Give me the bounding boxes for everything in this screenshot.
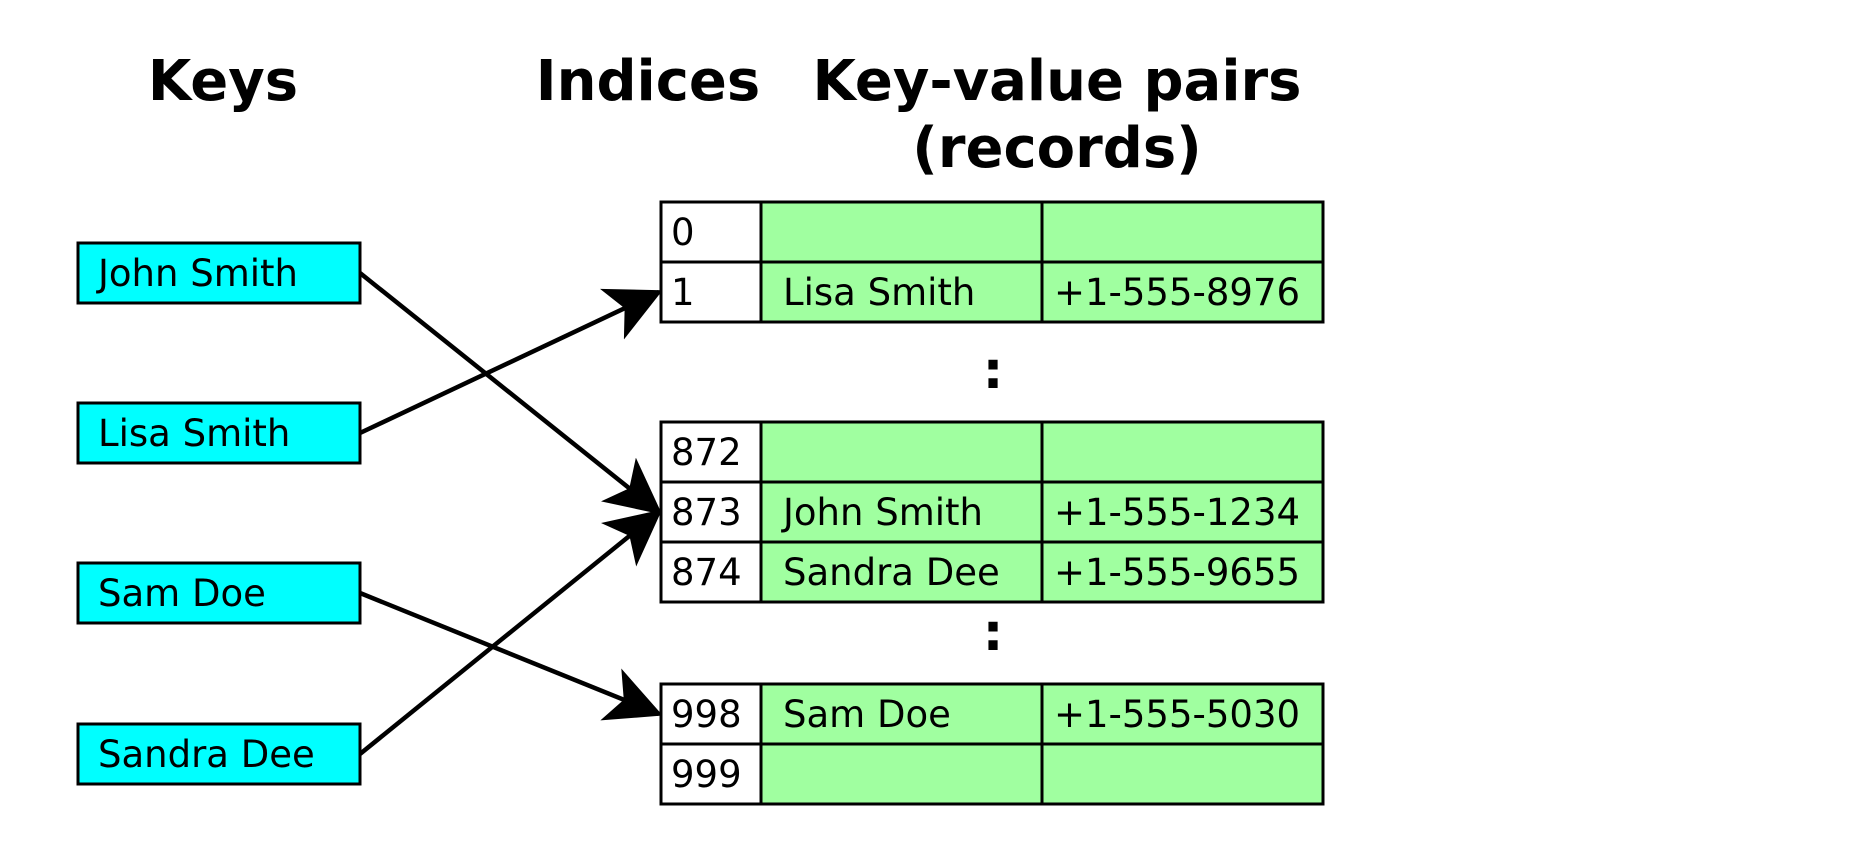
bucket-row-872: 872 [659,420,1325,484]
arrow-sam-doe-to-998 [359,590,663,721]
bucket-group: 872 873 John Smith +1-555-1234 874 Sandra Dee… [659,420,1325,604]
record-name: John Smith [781,491,983,534]
bucket-group: 0 1 Lisa Smith +1-555-8976 [659,200,1325,324]
record-name: Lisa Smith [783,271,975,314]
arrow-john-smith-to-873 [358,271,663,515]
record-name-cell [759,682,1044,746]
record-name-cell [759,540,1044,604]
record-phone: +1-555-8976 [1054,271,1300,314]
record-name-cell [759,420,1044,484]
record-phone-cell [1040,682,1325,746]
records-heading-line2: (records) [912,116,1202,181]
key-sandra-dee: Sandra Dee [76,722,362,786]
bucket-row-1: 1 Lisa Smith +1-555-8976 [659,260,1325,324]
record-phone-cell [1040,200,1325,264]
record-phone-cell [1040,420,1325,484]
indices-heading: Indices [536,49,761,114]
ellipsis-dots: : [983,603,1004,663]
key-john-smith: John Smith [76,241,362,305]
arrows-layer [358,271,663,756]
key-label: Sam Doe [98,572,266,615]
key-label: Lisa Smith [98,412,290,455]
index-cell [659,480,763,544]
records-heading-line1: Key-value pairs [813,49,1302,114]
index-label: 998 [671,693,742,736]
arrow-sandra-dee-to-873 [358,509,663,756]
record-name: Sam Doe [783,693,951,736]
ellipsis-dots: : [983,341,1004,401]
index-label: 1 [671,271,695,314]
index-label: 873 [671,491,742,534]
record-phone: +1-555-5030 [1054,693,1300,736]
key-sam-doe: Sam Doe [76,561,362,625]
bucket-row-0: 0 [659,200,1325,264]
key-label: Sandra Dee [98,733,315,776]
record-phone-cell [1040,540,1325,604]
key-lisa-smith: Lisa Smith [76,401,362,465]
key-box [76,561,362,625]
index-cell [659,742,763,806]
record-phone: +1-555-9655 [1054,551,1300,594]
index-label: 874 [671,551,742,594]
record-name: Sandra Dee [783,551,1000,594]
key-box [76,241,362,305]
index-cell [659,260,763,324]
index-label: 999 [671,753,742,796]
record-phone-cell [1040,480,1325,544]
bucket-row-873: 873 John Smith +1-555-1234 [659,480,1325,544]
keys-heading: Keys [148,49,298,114]
key-label: John Smith [96,252,298,295]
arrow-lisa-smith-to-1 [359,288,663,436]
bucket-row-874: 874 Sandra Dee +1-555-9655 [659,540,1325,604]
keys-column: John Smith Lisa Smith Sam Doe Sandra Dee [76,241,362,786]
index-cell [659,540,763,604]
key-box [76,401,362,465]
index-label: 0 [671,211,695,254]
bucket-row-998: 998 Sam Doe +1-555-5030 [659,682,1325,746]
record-phone-cell [1040,260,1325,324]
index-label: 872 [671,431,742,474]
record-name-cell [759,260,1044,324]
bucket-row-999: 999 [659,742,1325,806]
bucket-group: 998 Sam Doe +1-555-5030 999 [659,682,1325,806]
record-phone-cell [1040,742,1325,806]
index-cell [659,682,763,746]
key-box [76,722,362,786]
record-name-cell [759,742,1044,806]
record-phone: +1-555-1234 [1054,491,1300,534]
bucket-table: 0 1 Lisa Smith +1-555-8976 872 873 John Smith +… [659,200,1325,806]
record-name-cell [759,200,1044,264]
